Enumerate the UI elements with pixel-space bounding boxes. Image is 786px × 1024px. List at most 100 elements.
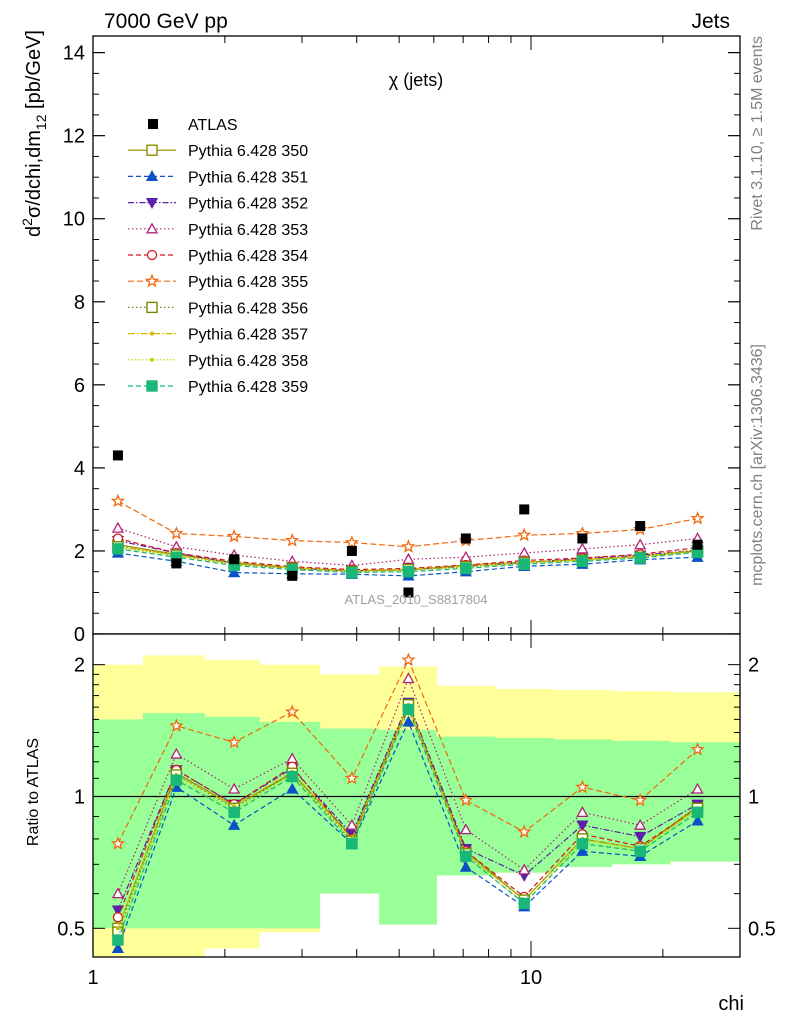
atlas-data-point	[519, 504, 530, 515]
marker-shape	[169, 526, 184, 540]
ratio-y-tick-label-right: 0.5	[748, 918, 776, 940]
main-series-layer	[110, 450, 705, 598]
ratio-point	[402, 672, 415, 684]
marker-shape	[145, 197, 159, 209]
ratio-point	[576, 844, 589, 856]
y-tick-label: 0	[74, 624, 85, 646]
legend-item-5: Pythia 6.428 354	[128, 248, 308, 265]
atlas-data-point	[460, 533, 471, 544]
y-tick-label: 14	[63, 43, 85, 65]
ratio-point	[286, 770, 298, 783]
marker-shape	[402, 566, 415, 578]
ratio-point	[691, 806, 704, 819]
marker-shape	[402, 703, 415, 716]
marker-shape	[401, 539, 416, 553]
y-tick-label: 12	[63, 126, 85, 148]
ratio-point	[169, 718, 184, 732]
legend-label: Pythia 6.428 356	[188, 300, 308, 317]
ratio-point	[459, 860, 472, 872]
ylabel-sup: 2	[19, 218, 35, 226]
marker-shape	[634, 831, 647, 843]
marker-shape	[148, 119, 158, 129]
ratio-y-tick-label: 1	[74, 786, 85, 808]
legend-item-9: Pythia 6.428 358	[128, 353, 308, 370]
legend-label: Pythia 6.428 353	[188, 222, 308, 239]
marker-shape	[228, 818, 241, 830]
marker-shape	[110, 493, 126, 508]
marker-shape	[111, 905, 125, 917]
marker-shape	[344, 770, 360, 785]
x-tick-label: 1	[87, 967, 98, 989]
ratio-series-6	[110, 652, 705, 850]
legend-marker	[146, 144, 158, 156]
legend-item-8: Pythia 6.428 357	[128, 327, 308, 344]
data-point	[228, 566, 241, 578]
main-series-10	[112, 543, 704, 579]
data-point	[634, 552, 646, 564]
legend-marker	[146, 380, 158, 392]
marker-shape	[169, 718, 184, 732]
legend-label: Pythia 6.428 359	[188, 379, 308, 396]
main-y-axis-label: d2σ/dchi,dm12 [pb/GeV]	[19, 30, 49, 237]
marker-shape	[345, 818, 358, 830]
marker-shape	[518, 863, 531, 875]
atlas-data-point	[112, 450, 123, 461]
ratio-point	[518, 897, 530, 910]
rivet-version-label: Rivet 3.1.10, ≥ 1.5M events	[749, 36, 766, 231]
data-point	[344, 535, 360, 549]
ratio-point	[458, 792, 473, 807]
ratio-point	[402, 715, 415, 727]
ratio-point	[691, 782, 704, 794]
series-line	[117, 527, 698, 567]
ratio-series-4	[111, 672, 704, 899]
ratio-series-10	[112, 703, 704, 946]
ratio-y-tick-label-right: 1	[748, 786, 759, 808]
marker-shape	[634, 845, 646, 857]
band-stat-bin	[320, 728, 380, 894]
atlas-data-point	[635, 521, 646, 532]
ratio-point	[401, 652, 416, 667]
ratio-y-axis-label: Ratio to ATLAS	[25, 738, 42, 846]
marker-shape	[576, 820, 589, 832]
atlas-data-point	[287, 570, 298, 581]
data-point	[576, 555, 589, 568]
marker-shape	[458, 792, 473, 807]
data-point	[112, 543, 124, 555]
legend-marker	[148, 119, 158, 129]
ratio-point	[576, 820, 589, 832]
ratio-point	[111, 942, 125, 954]
legend-item-7: Pythia 6.428 356	[128, 300, 308, 317]
data-point	[110, 493, 126, 508]
marker-shape	[146, 144, 158, 156]
ratio-point	[517, 824, 532, 839]
ylabel-d: d	[23, 226, 45, 237]
marker-shape	[460, 533, 471, 544]
legend-label: Pythia 6.428 352	[188, 196, 308, 213]
marker-shape	[402, 715, 415, 727]
marker-shape	[115, 926, 120, 931]
marker-shape	[170, 774, 183, 786]
ylabel-unit: [pb/GeV]	[23, 30, 45, 115]
marker-shape	[401, 652, 416, 667]
legend-marker	[146, 301, 158, 314]
ratio-point	[633, 792, 648, 807]
ratio-point	[228, 806, 240, 819]
marker-shape	[517, 527, 532, 542]
ratio-point	[575, 779, 590, 794]
legend-label: Pythia 6.428 355	[188, 274, 308, 291]
ratio-point	[228, 782, 241, 794]
marker-shape	[460, 562, 472, 575]
marker-shape	[691, 814, 704, 826]
marker-shape	[634, 538, 647, 550]
legend-marker	[145, 197, 159, 209]
marker-shape	[403, 587, 414, 598]
ratio-point	[227, 734, 242, 749]
ratio-y-tick-label: 2	[74, 655, 85, 677]
data-point	[517, 527, 532, 542]
marker-shape	[692, 539, 703, 550]
ratio-point	[634, 845, 646, 857]
marker-shape	[576, 844, 589, 856]
marker-shape	[517, 824, 532, 839]
ratio-point	[634, 818, 647, 830]
